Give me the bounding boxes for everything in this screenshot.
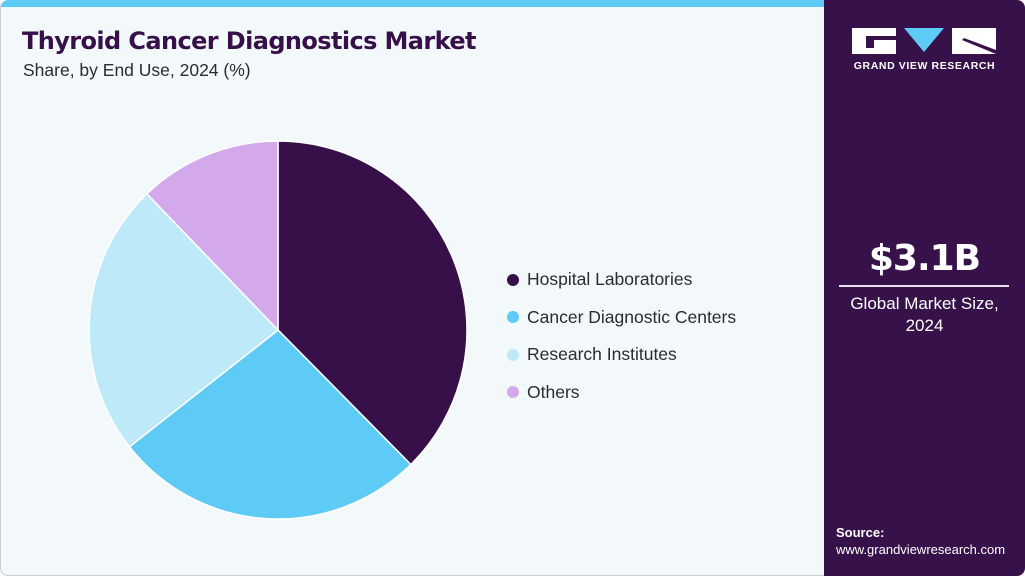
legend-item: Others [507, 374, 736, 412]
chart-legend: Hospital Laboratories Cancer Diagnostic C… [507, 261, 736, 411]
market-size-value: $3.1B [868, 238, 981, 279]
divider [839, 285, 1009, 287]
legend-dot-icon [507, 386, 519, 399]
legend-label: Hospital Laboratories [527, 269, 693, 290]
info-sidebar: GRAND VIEW RESEARCH $3.1B Global Market … [824, 0, 1025, 576]
legend-dot-icon [507, 348, 519, 361]
source-label: Source: [836, 525, 885, 540]
legend-label: Others [527, 381, 580, 402]
market-size-label-line2: 2024 [905, 316, 944, 335]
logo-text: GRAND VIEW RESEARCH [853, 60, 996, 72]
gvr-logo-icon [852, 28, 996, 54]
accent-bar [1, 0, 824, 7]
legend-item: Cancer Diagnostic Centers [507, 299, 736, 337]
legend-dot-icon [507, 273, 519, 286]
legend-item: Research Institutes [507, 336, 736, 374]
pie-slice-hospital-laboratories [277, 140, 468, 466]
pie-slice-research-institutes [88, 193, 279, 448]
chart-title: Thyroid Cancer Diagnostics Market [22, 27, 477, 55]
legend-label: Research Institutes [527, 344, 677, 365]
legend-item: Hospital Laboratories [507, 261, 736, 299]
pie-chart [88, 140, 468, 520]
market-size-label: Global Market Size, 2024 [824, 293, 1025, 337]
chart-panel: Thyroid Cancer Diagnostics Market Share,… [0, 0, 824, 576]
legend-dot-icon [507, 311, 519, 324]
market-size-label-line1: Global Market Size, [850, 294, 999, 313]
legend-label: Cancer Diagnostic Centers [527, 306, 737, 327]
source-link[interactable]: www.grandviewresearch.com [836, 542, 1006, 557]
chart-subtitle: Share, by End Use, 2024 (%) [23, 60, 251, 80]
pie-slice-cancer-diagnostic-centers [128, 329, 412, 520]
pie-slice-others [146, 140, 279, 331]
